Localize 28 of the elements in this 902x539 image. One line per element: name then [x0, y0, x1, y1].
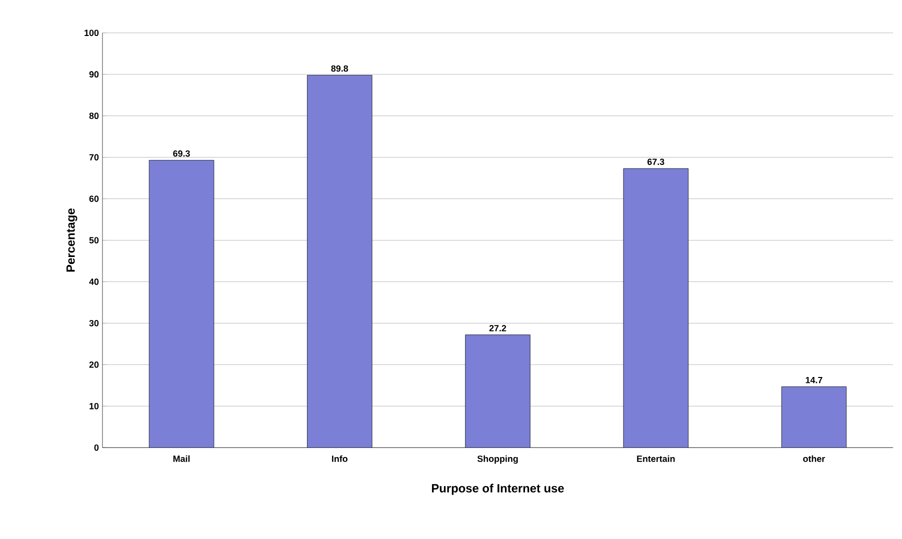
y-tick-label: 100 — [84, 30, 99, 36]
x-tick-label: Mail — [173, 455, 190, 462]
y-tick-label: 60 — [89, 195, 99, 202]
bar — [465, 334, 530, 448]
data-label: 27.2 — [489, 324, 506, 332]
bar — [623, 168, 688, 448]
y-axis-title: Percentage — [66, 208, 78, 272]
y-tick-label: 30 — [89, 320, 99, 326]
y-tick-label: 20 — [89, 361, 99, 368]
y-tick-label: 50 — [89, 236, 99, 244]
data-label: 69.3 — [173, 150, 190, 157]
x-tick-label: Info — [332, 455, 348, 462]
x-tick-label: Entertain — [637, 455, 675, 462]
x-tick-label: Shopping — [477, 455, 518, 464]
y-tick-label: 0 — [94, 444, 99, 451]
y-tick-label: 40 — [89, 278, 99, 285]
y-tick-label: 10 — [90, 402, 99, 410]
x-axis-title: Purpose of Internet use — [432, 484, 564, 495]
bar — [781, 386, 847, 448]
y-tick-label: 70 — [89, 154, 99, 160]
data-label: 14.7 — [806, 376, 822, 383]
data-label: 67.3 — [647, 158, 664, 165]
x-tick-label: other — [803, 455, 826, 462]
data-label: 89.8 — [331, 65, 348, 72]
y-tick-label: 90 — [89, 71, 99, 78]
bar — [149, 160, 214, 448]
bar — [307, 75, 372, 448]
y-tick-label: 80 — [89, 112, 99, 119]
